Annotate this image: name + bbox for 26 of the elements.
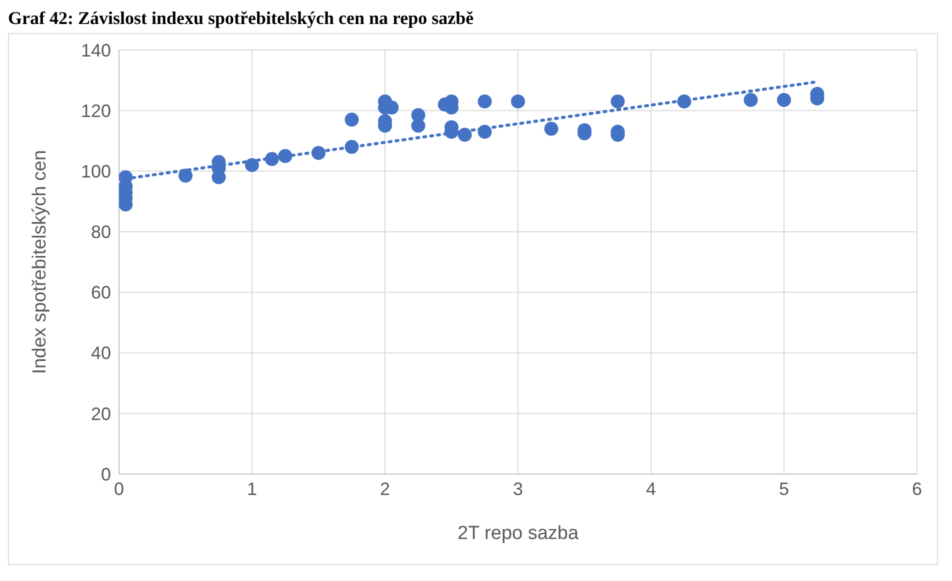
point <box>344 112 359 127</box>
y-tick-label: 120 <box>80 100 111 121</box>
y-tick-label: 20 <box>90 404 111 424</box>
x-tick-label: 2 <box>380 478 390 499</box>
x-tick-label: 4 <box>646 478 656 499</box>
point <box>544 122 558 136</box>
y-tick-label: 40 <box>90 343 111 364</box>
x-tick-label: 5 <box>778 478 790 499</box>
point <box>610 94 625 108</box>
x-tick-label: 3 <box>512 478 524 499</box>
chart-title: Graf 42: Závislost indexu spotřebitelských cen na repo sazbě <box>8 8 475 29</box>
x-tick-label: 1 <box>246 478 258 499</box>
point <box>478 94 492 108</box>
x-tick-label: 6 <box>912 478 922 499</box>
point <box>744 92 758 107</box>
y-tick-label: 0 <box>100 464 111 484</box>
y-axis-title: Index spotřebitelských cen <box>30 150 51 374</box>
x-axis-title: 2T repo sazba <box>457 523 579 544</box>
y-tick-label: 140 <box>80 40 111 60</box>
point <box>777 92 791 107</box>
point <box>411 108 426 122</box>
x-tick-label: 0 <box>114 478 124 499</box>
y-tick-label: 100 <box>80 162 111 182</box>
y-tick-label: 80 <box>90 222 111 242</box>
point <box>511 94 525 108</box>
y-tick-label: 60 <box>90 282 111 303</box>
